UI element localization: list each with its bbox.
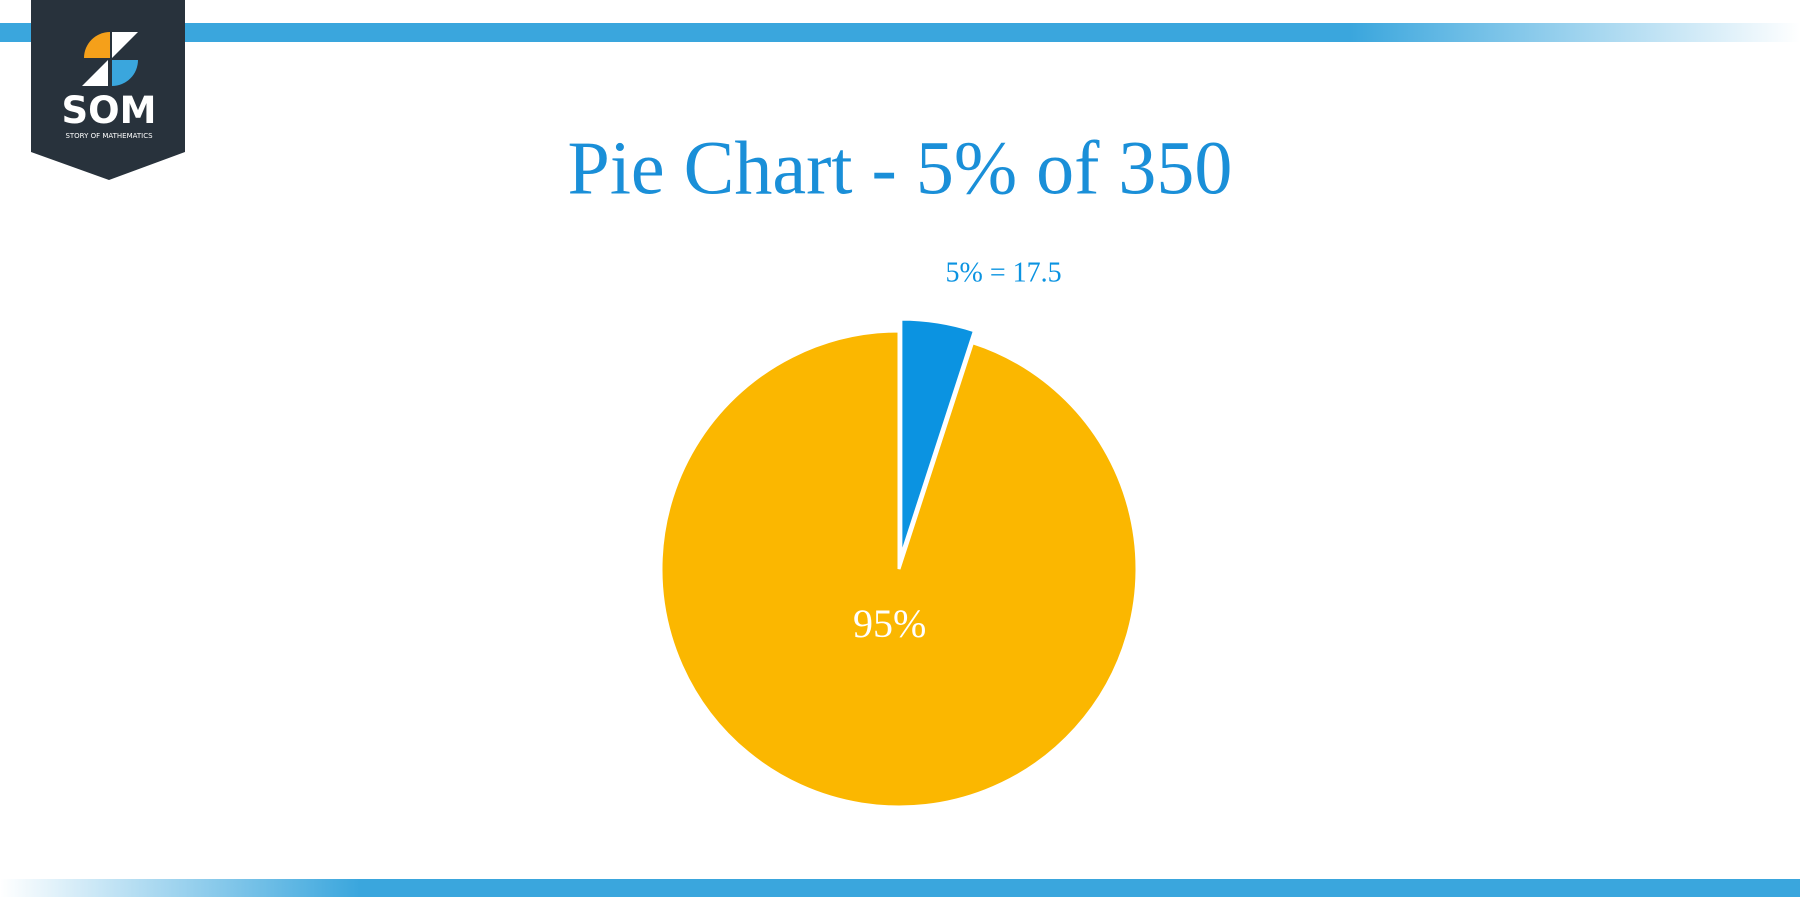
logo-tagline: STORY OF MATHEMATICS <box>65 132 153 140</box>
logo-badge <box>31 0 185 180</box>
logo-icon <box>112 60 138 86</box>
logo-icon <box>84 32 110 58</box>
bottom-bar <box>0 879 1800 897</box>
logo-icon <box>112 32 138 58</box>
data-label: 95% <box>853 601 926 646</box>
logo-name: SOM <box>62 89 157 132</box>
logo-icon <box>82 60 108 86</box>
pie-slice <box>659 329 1139 809</box>
pie-slice <box>899 317 977 558</box>
data-label: 5% = 17.5 <box>946 258 1062 289</box>
chart-title: Pie Chart - 5% of 350 <box>568 126 1233 210</box>
logo: SOM STORY OF MATHEMATICS <box>31 0 185 180</box>
top-bar <box>0 23 1800 42</box>
